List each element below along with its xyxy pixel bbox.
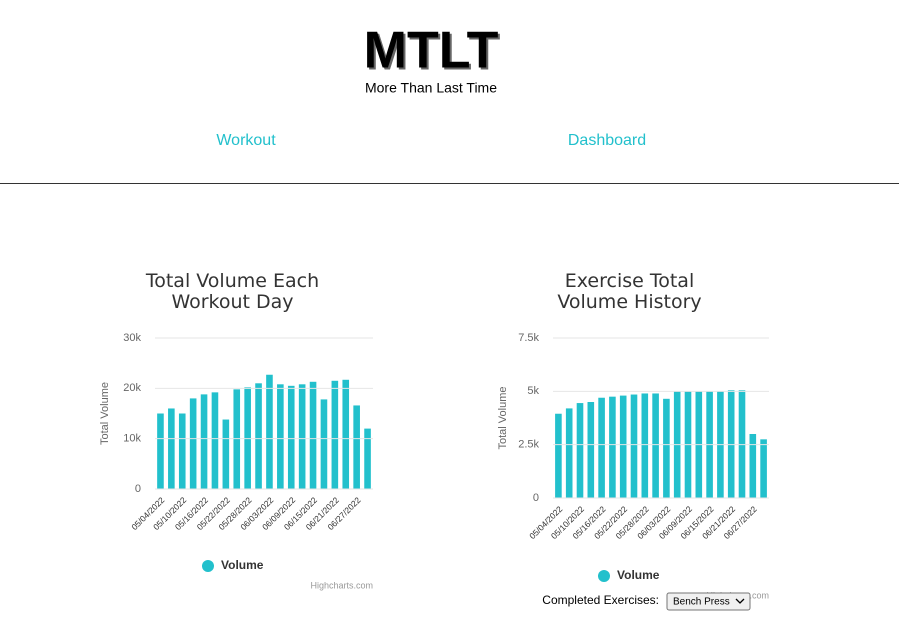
bar [760, 439, 767, 498]
y-tick-label: 0 [135, 483, 141, 495]
bar [342, 379, 350, 489]
bar [255, 383, 262, 489]
bar [663, 398, 670, 498]
chart-title: Total Volume Each Workout Day [145, 270, 320, 313]
bar [619, 395, 627, 498]
bar [609, 396, 616, 498]
select-label: Completed Exercises: [542, 593, 659, 607]
legend-label: Volume [221, 558, 264, 572]
y-tick-label: 30k [123, 332, 141, 344]
nav-link[interactable]: Dashboard [568, 132, 646, 149]
bar [277, 384, 284, 489]
title-shadow: MTLT [366, 24, 501, 82]
bar [168, 408, 175, 489]
bar [555, 413, 562, 498]
y-tick-label: 20k [123, 382, 141, 394]
bar [287, 385, 295, 489]
bar [298, 384, 306, 489]
select-value: Bench Press [673, 597, 730, 608]
bar [652, 393, 659, 498]
y-tick-label: 7.5k [518, 332, 539, 344]
select-chevron [735, 598, 745, 604]
bar [189, 398, 197, 489]
bar [178, 413, 186, 489]
bar [364, 428, 371, 489]
y-axis-label: Total Volume [497, 387, 509, 450]
bar [157, 413, 164, 489]
legend-label: Volume [617, 568, 660, 582]
y-axis-label: Total Volume [99, 382, 111, 445]
bar [200, 394, 208, 489]
bar [244, 387, 251, 489]
bar [565, 408, 573, 498]
y-tick-label: 0 [533, 492, 539, 504]
bar [587, 402, 595, 498]
bar [630, 394, 638, 498]
select[interactable] [666, 592, 751, 611]
bar [320, 399, 328, 489]
y-tick-label: 10k [123, 433, 141, 445]
bar [309, 381, 317, 489]
bar [233, 389, 241, 489]
bar [331, 380, 339, 489]
bar [641, 393, 649, 498]
bar [598, 397, 605, 498]
bar [211, 392, 219, 489]
bar [266, 374, 273, 489]
bar [738, 390, 746, 498]
bar [749, 434, 757, 498]
y-tick-label: 5k [527, 385, 539, 397]
bar [576, 403, 584, 498]
legend-marker [598, 570, 610, 582]
chart-title: Exercise Total Volume History [557, 270, 702, 313]
bar [222, 419, 230, 489]
bar [353, 405, 360, 489]
y-tick-label: 2.5k [518, 439, 539, 451]
app-title: MTLT [364, 22, 499, 80]
app-subtitle: More Than Last Time [365, 80, 497, 96]
bar [727, 390, 735, 498]
nav-link[interactable]: Workout [216, 132, 276, 149]
credits: Highcharts.com [310, 580, 373, 590]
legend-marker [202, 560, 214, 572]
